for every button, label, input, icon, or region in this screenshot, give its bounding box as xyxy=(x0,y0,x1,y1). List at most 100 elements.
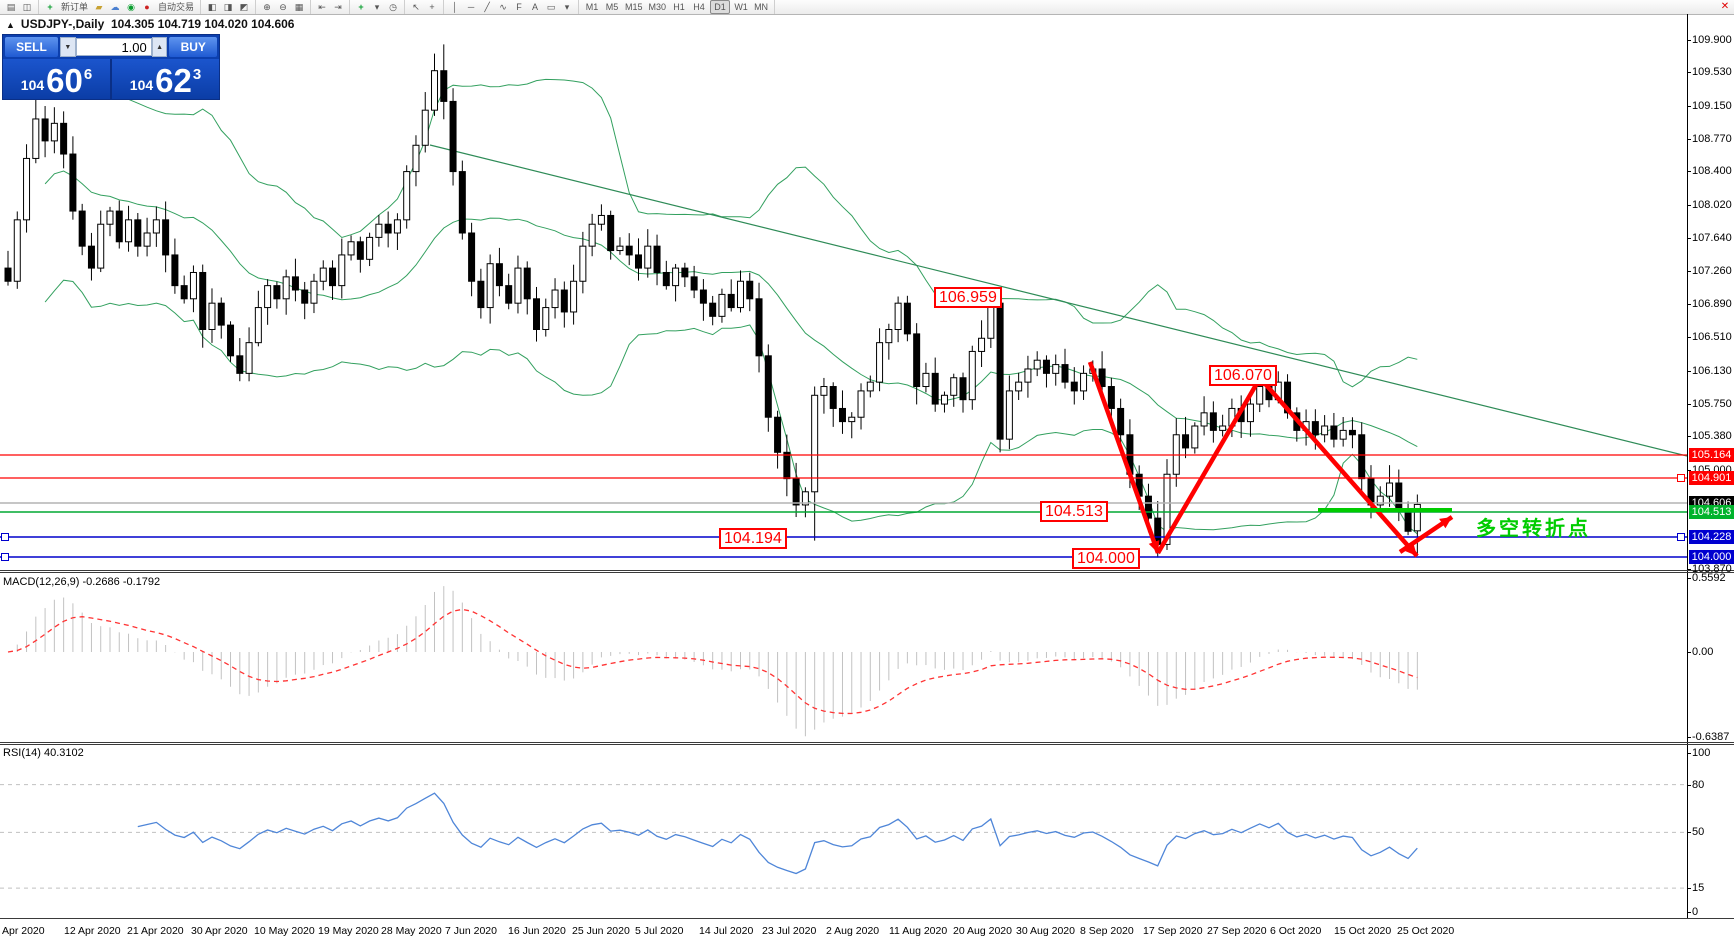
candle-body xyxy=(1219,425,1227,431)
buy-big-figure: 104 xyxy=(129,77,154,93)
candle-body xyxy=(171,254,179,287)
timeframe-h4-button[interactable]: H4 xyxy=(693,2,705,12)
candle-body xyxy=(1376,495,1384,506)
candle-body xyxy=(384,223,392,234)
timeframe-mn-button[interactable]: MN xyxy=(754,2,769,12)
period-icon[interactable]: ◷ xyxy=(389,2,397,12)
line-handle[interactable] xyxy=(1677,533,1685,541)
candle-body xyxy=(542,307,550,330)
candle-body xyxy=(616,245,624,252)
autotrade-button[interactable]: 自动交易 xyxy=(158,2,195,12)
trend-arrow[interactable] xyxy=(1258,376,1419,558)
buy-button[interactable]: BUY xyxy=(169,37,218,57)
tile-windows-icon[interactable]: ◫ xyxy=(22,2,32,12)
volume-increase-button[interactable]: ▲ xyxy=(151,37,168,57)
crosshair-icon[interactable]: + xyxy=(429,2,435,12)
price-annotation-label[interactable]: 106.959 xyxy=(934,287,1002,308)
turning-point-note[interactable]: 多空转折点 xyxy=(1476,518,1591,540)
auto-scroll-icon[interactable]: ⇤ xyxy=(318,2,326,12)
timeframe-w1-button[interactable]: W1 xyxy=(734,2,748,12)
cloud-icon[interactable]: ☁ xyxy=(110,2,120,12)
candle-body xyxy=(421,109,429,146)
zoom-in-icon[interactable]: ⊕ xyxy=(263,2,271,12)
sell-price[interactable]: 104 60 6 xyxy=(3,59,110,99)
candle-chart-icon[interactable]: ◨ xyxy=(223,2,233,12)
history-icon[interactable]: ▰ xyxy=(95,2,103,12)
line-handle[interactable] xyxy=(1,553,9,561)
signals-icon[interactable]: ◉ xyxy=(127,2,135,12)
candle-body xyxy=(254,307,262,344)
volume-decrease-button[interactable]: ▼ xyxy=(60,37,76,57)
pane-separator[interactable] xyxy=(0,572,1734,573)
sell-button[interactable]: SELL xyxy=(5,37,59,57)
candle-body xyxy=(440,70,448,102)
candle-body xyxy=(375,223,383,238)
volume-input[interactable] xyxy=(75,38,152,56)
macd-pane xyxy=(7,586,1418,737)
candle-body xyxy=(922,372,930,388)
shapes-dropdown-icon[interactable]: ▾ xyxy=(564,2,570,12)
trend-arrow[interactable] xyxy=(1087,361,1161,554)
timeframe-m5-button[interactable]: M5 xyxy=(605,2,619,12)
autotrade-icon[interactable]: ● xyxy=(144,2,150,12)
candle-body xyxy=(162,219,170,256)
price-tick-label: 100 xyxy=(1692,747,1711,759)
candle-body xyxy=(866,381,874,392)
new-order-button[interactable]: 新订单 xyxy=(61,2,89,12)
candle-body xyxy=(152,219,160,234)
charts-list-icon[interactable]: ▤ xyxy=(6,2,16,12)
vertical-line-icon[interactable]: │ xyxy=(452,2,458,12)
price-annotation-label[interactable]: 104.513 xyxy=(1040,501,1108,522)
new-order-plus-icon[interactable]: + xyxy=(47,2,53,12)
date-tick-label: 23 Jul 2020 xyxy=(762,925,817,937)
text-icon[interactable]: A xyxy=(532,2,539,12)
chart-shift-icon[interactable]: ⇥ xyxy=(334,2,342,12)
zoom-out-icon[interactable]: ⊖ xyxy=(279,2,287,12)
date-tick-label: 12 Apr 2020 xyxy=(64,925,121,937)
timeframe-d1-button[interactable]: D1 xyxy=(710,0,731,14)
buy-pip: 3 xyxy=(192,66,202,83)
trend-arrow[interactable] xyxy=(1156,376,1262,555)
close-icon[interactable]: ✕ xyxy=(1720,1,1730,12)
date-tick-label: 21 Apr 2020 xyxy=(127,925,184,937)
axis-tickmark xyxy=(1687,139,1691,140)
horizontal-line-icon[interactable]: ─ xyxy=(467,2,475,12)
date-tick-label: 27 Sep 2020 xyxy=(1207,925,1267,937)
tile-icon[interactable]: ▦ xyxy=(294,2,304,12)
candle-body xyxy=(1033,359,1041,370)
timeframe-m15-button[interactable]: M15 xyxy=(625,2,643,12)
price-tick-label: 108.770 xyxy=(1692,133,1732,145)
line-chart-icon[interactable]: ◩ xyxy=(239,2,249,12)
price-annotation-label[interactable]: 106.070 xyxy=(1209,365,1277,386)
timeframe-m1-button[interactable]: M1 xyxy=(585,2,599,12)
candle-body xyxy=(709,302,717,317)
fibonacci-icon[interactable]: F xyxy=(516,2,522,12)
pane-separator[interactable] xyxy=(0,570,1734,571)
pane-separator[interactable] xyxy=(0,742,1734,743)
candle-body xyxy=(366,236,374,260)
candle-body xyxy=(820,386,828,396)
pane-separator[interactable] xyxy=(0,744,1734,745)
cursor-icon[interactable]: ↖ xyxy=(412,2,420,12)
price-annotation-label[interactable]: 104.194 xyxy=(719,528,787,549)
panel-divider xyxy=(110,59,112,99)
line-handle[interactable] xyxy=(1677,474,1685,482)
descending-trendline[interactable] xyxy=(429,144,1687,457)
candle-body xyxy=(894,302,902,330)
sell-big-figure: 104 xyxy=(20,77,45,93)
price-annotation-label[interactable]: 104.000 xyxy=(1072,548,1140,569)
candle-body xyxy=(208,302,216,330)
add-indicator-icon[interactable]: + xyxy=(358,2,364,12)
timeframe-h1-button[interactable]: H1 xyxy=(673,2,685,12)
panel-toggle-icon[interactable]: ▲ xyxy=(6,20,15,30)
candle-body xyxy=(291,276,299,291)
channel-icon[interactable]: ∿ xyxy=(499,2,507,12)
line-handle[interactable] xyxy=(1,533,9,541)
trendline-icon[interactable]: ╱ xyxy=(484,2,490,12)
buy-price[interactable]: 104 62 3 xyxy=(112,59,219,99)
candle-body xyxy=(755,298,763,357)
timeframe-m30-button[interactable]: M30 xyxy=(648,2,667,12)
bar-chart-icon[interactable]: ◧ xyxy=(207,2,217,12)
indicator-dropdown-icon[interactable]: ▾ xyxy=(374,2,380,12)
label-icon[interactable]: ▭ xyxy=(546,2,556,12)
